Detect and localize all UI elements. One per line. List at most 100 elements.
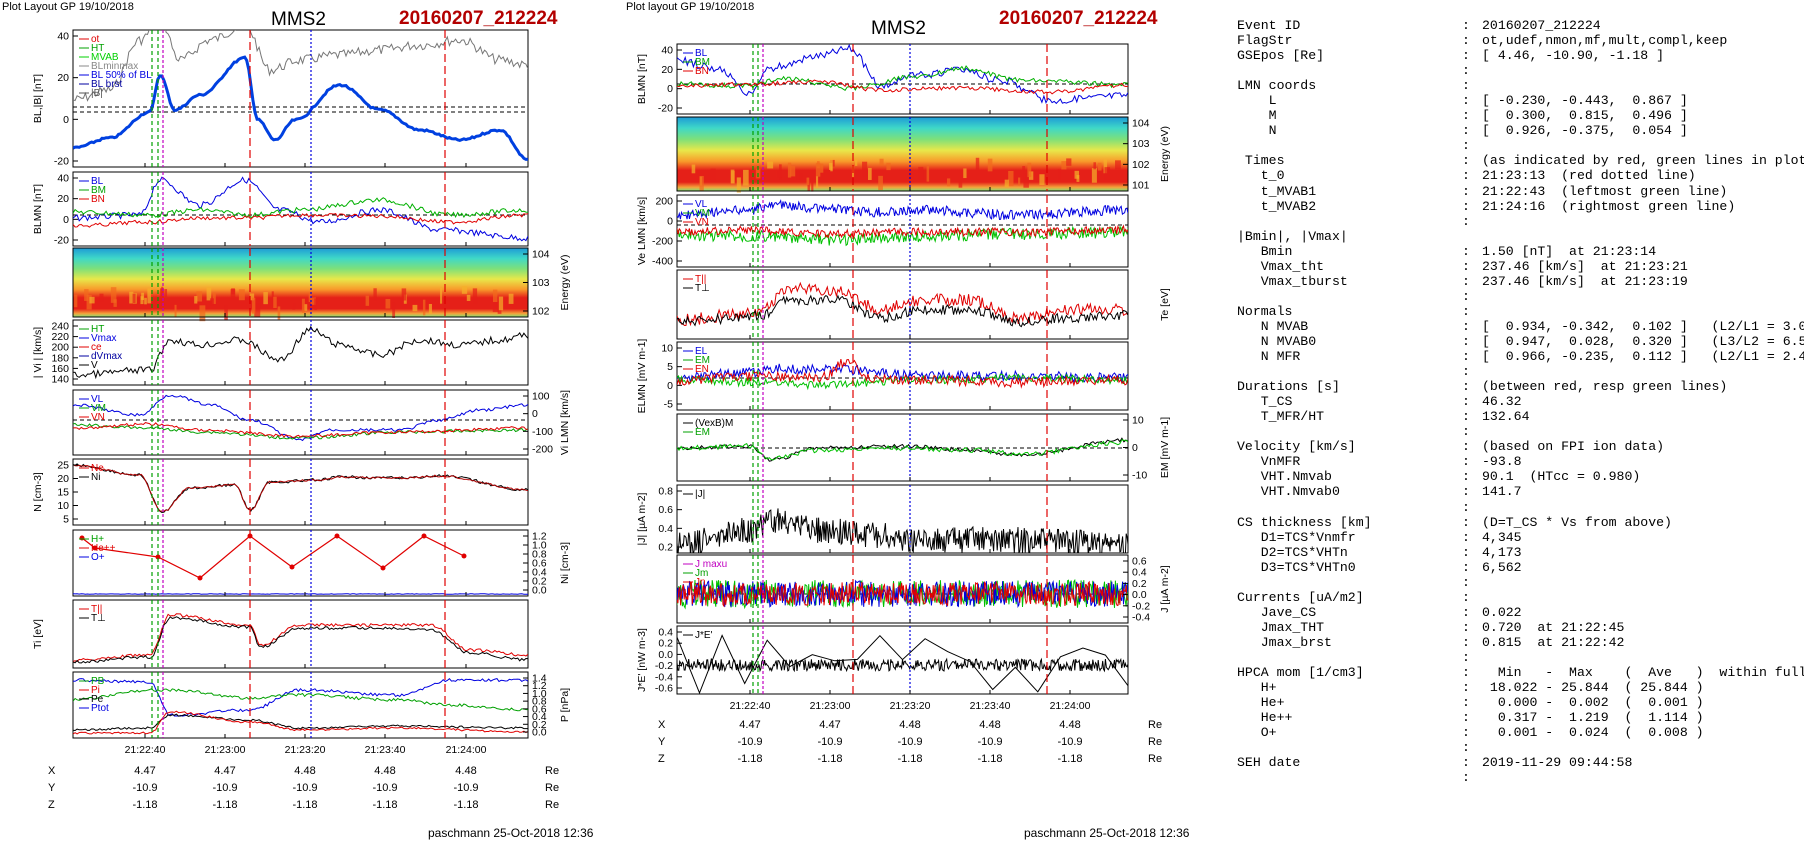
info-row: Times: (as indicated by red, green lines … [1237,153,1804,168]
coord-value: -1.18 [817,753,842,765]
coord-value: -10.9 [212,782,237,794]
data-series [677,657,1128,673]
spectrogram-texture [209,298,214,306]
spectrogram-texture [1018,177,1021,186]
spectrogram-texture [206,287,212,301]
spectrogram-texture [199,305,206,322]
panel-content [73,600,528,668]
coord-value: -1.18 [372,799,397,811]
data-series [73,710,528,735]
spectrogram-texture [365,295,370,306]
y-tick-label: 104 [1132,118,1150,130]
panel-content [677,555,1128,623]
info-row: : [1237,289,1804,304]
coord-value: -10.9 [292,782,317,794]
info-sep: : [1462,33,1470,49]
info-key [1237,650,1462,665]
info-sep: : [1462,454,1470,470]
info-row: N MVAB0: [ 0.947, 0.028, 0.320 ] (L3/L2 =… [1237,334,1804,349]
info-key: Normals [1237,303,1293,319]
y-tick-label: 0 [1132,442,1138,454]
y-tick-label: 0.6 [1132,556,1147,568]
info-key: He++ [1237,710,1293,726]
y-tick-label: 240 [51,321,69,333]
spectrogram-texture [1039,174,1045,186]
y-tick-label: 15 [57,487,69,499]
data-series [73,613,528,662]
info-sep: : [1462,138,1470,154]
info-key [1237,740,1462,755]
spectrogram-texture [776,170,783,178]
spectrogram-texture [498,296,504,311]
y-axis-label: ELMN [mV m-1] [636,339,648,414]
spectrogram-texture [1057,169,1061,180]
info-value: [ 0.934, -0.342, 0.102 ] (L2/L1 = 3.05) [1482,318,1804,334]
y-tick-label: 20 [57,473,69,485]
left-event-title: 20160207_212224 [399,8,558,29]
info-key: T_CS [1237,394,1293,410]
info-key: SEH date [1237,755,1301,771]
spectrogram-texture [132,293,136,304]
y-tick-label: -0.2 [1132,600,1150,612]
legend-entry: J maxu [695,559,727,570]
spectrogram-texture [879,158,884,166]
coord-value: -1.18 [977,753,1002,765]
legend-entry: Vmax [91,333,117,344]
data-series [73,30,528,102]
data-point [380,565,386,571]
legend-entry: VL [695,199,708,210]
info-key [1237,214,1462,229]
info-key: He+ [1237,695,1285,711]
y-tick-label: 180 [51,352,69,364]
info-sep: : [1462,529,1470,545]
y-tick-label: 0.4 [1132,567,1147,579]
info-row: : [1237,575,1804,590]
legend-entry: BL brst [91,79,123,90]
y-axis-label: BLMN [nT] [32,184,44,234]
info-row: N: [ 0.926, -0.375, 0.054 ] [1237,123,1804,138]
legend-entry: BLminmax [91,61,138,72]
data-series [677,65,1128,92]
info-sep: : [1462,574,1470,590]
info-sep: : [1462,288,1470,304]
legend-entry: EM [695,355,710,366]
spectrogram-texture [730,169,735,184]
panel-content [677,414,1128,481]
spectrogram-texture [508,293,514,304]
info-sep: : [1462,770,1470,786]
info-value: 0.000 - 0.002 ( 0.001 ) [1482,695,1704,711]
spectrogram-texture [230,289,236,299]
info-sep: : [1462,364,1470,380]
y-tick-label: 0.0 [532,585,547,597]
info-key: VnMFR [1237,454,1301,470]
info-row: VHT.Nmvab:90.1 (HTcc = 0.980) [1237,469,1804,484]
y-tick-label: -100 [532,426,553,438]
y-tick-label: -200 [652,236,673,248]
coord-value: -10.9 [132,782,157,794]
data-point [289,564,295,570]
y-tick-label: 0.2 [532,576,547,588]
info-key: VHT.Nmvab0 [1237,484,1340,500]
info-key: Bmin [1237,243,1293,259]
legend-entry: MVAB [91,52,119,63]
panel-content [677,626,1128,694]
data-point [79,535,85,541]
info-value: 46.32 [1482,394,1522,410]
info-key [1237,364,1462,379]
y-axis-label: J*E' [nW m-3] [636,628,648,692]
data-series [677,294,1128,328]
info-key: Jave_CS [1237,604,1317,620]
y-tick-label: -10 [1132,470,1147,482]
spectrogram-texture [308,293,312,303]
y-tick-label: 0.8 [532,696,547,708]
info-sep: : [1462,198,1470,214]
info-row: VnMFR: -93.8 [1237,454,1804,469]
y-axis-label: N [cm-3] [32,472,44,512]
spectrogram-texture [1004,179,1009,188]
panel-frame [72,529,529,597]
panel-frame [72,389,529,456]
data-series [677,373,1128,391]
info-key: Currents [uA/m2] [1237,589,1364,605]
info-row: : [1237,500,1804,515]
